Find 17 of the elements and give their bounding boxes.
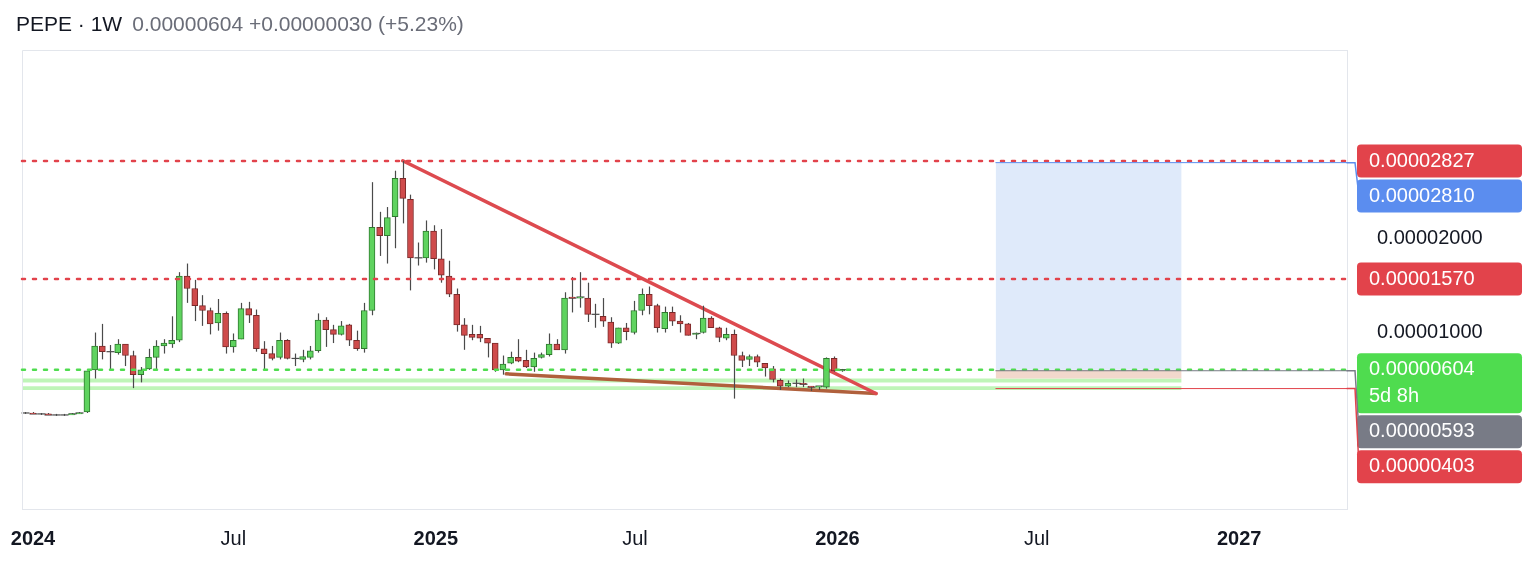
x-tick-label: 2026 xyxy=(815,526,860,549)
x-tick-label: 2024 xyxy=(10,526,57,549)
ref-line-label: 0.00002810 xyxy=(1369,183,1475,206)
y-tick-label: 0.00002000 xyxy=(1377,226,1483,249)
x-tick-label: 2027 xyxy=(1216,526,1262,549)
x-tick-label: 2025 xyxy=(413,526,459,549)
chart-subtitle: 0.00000604 +0.00000030 (+5.23%) xyxy=(132,12,464,35)
ref-line-label: 0.00000604 5d 8h xyxy=(1369,357,1475,407)
x-tick-label: Jul xyxy=(220,526,247,549)
chart-title: PEPE · 1W xyxy=(16,12,123,35)
ref-line-label: 0.00002827 xyxy=(1369,148,1475,171)
x-tick-label: Jul xyxy=(1023,526,1050,549)
ref-line-label: 0.00000593 xyxy=(1369,419,1475,442)
ref-line-label: 0.00000403 xyxy=(1369,454,1475,477)
ref-line-label: 0.00001570 xyxy=(1369,266,1475,289)
x-tick-label: Jul xyxy=(622,526,648,549)
y-tick-label: 0.00001000 xyxy=(1377,320,1483,343)
